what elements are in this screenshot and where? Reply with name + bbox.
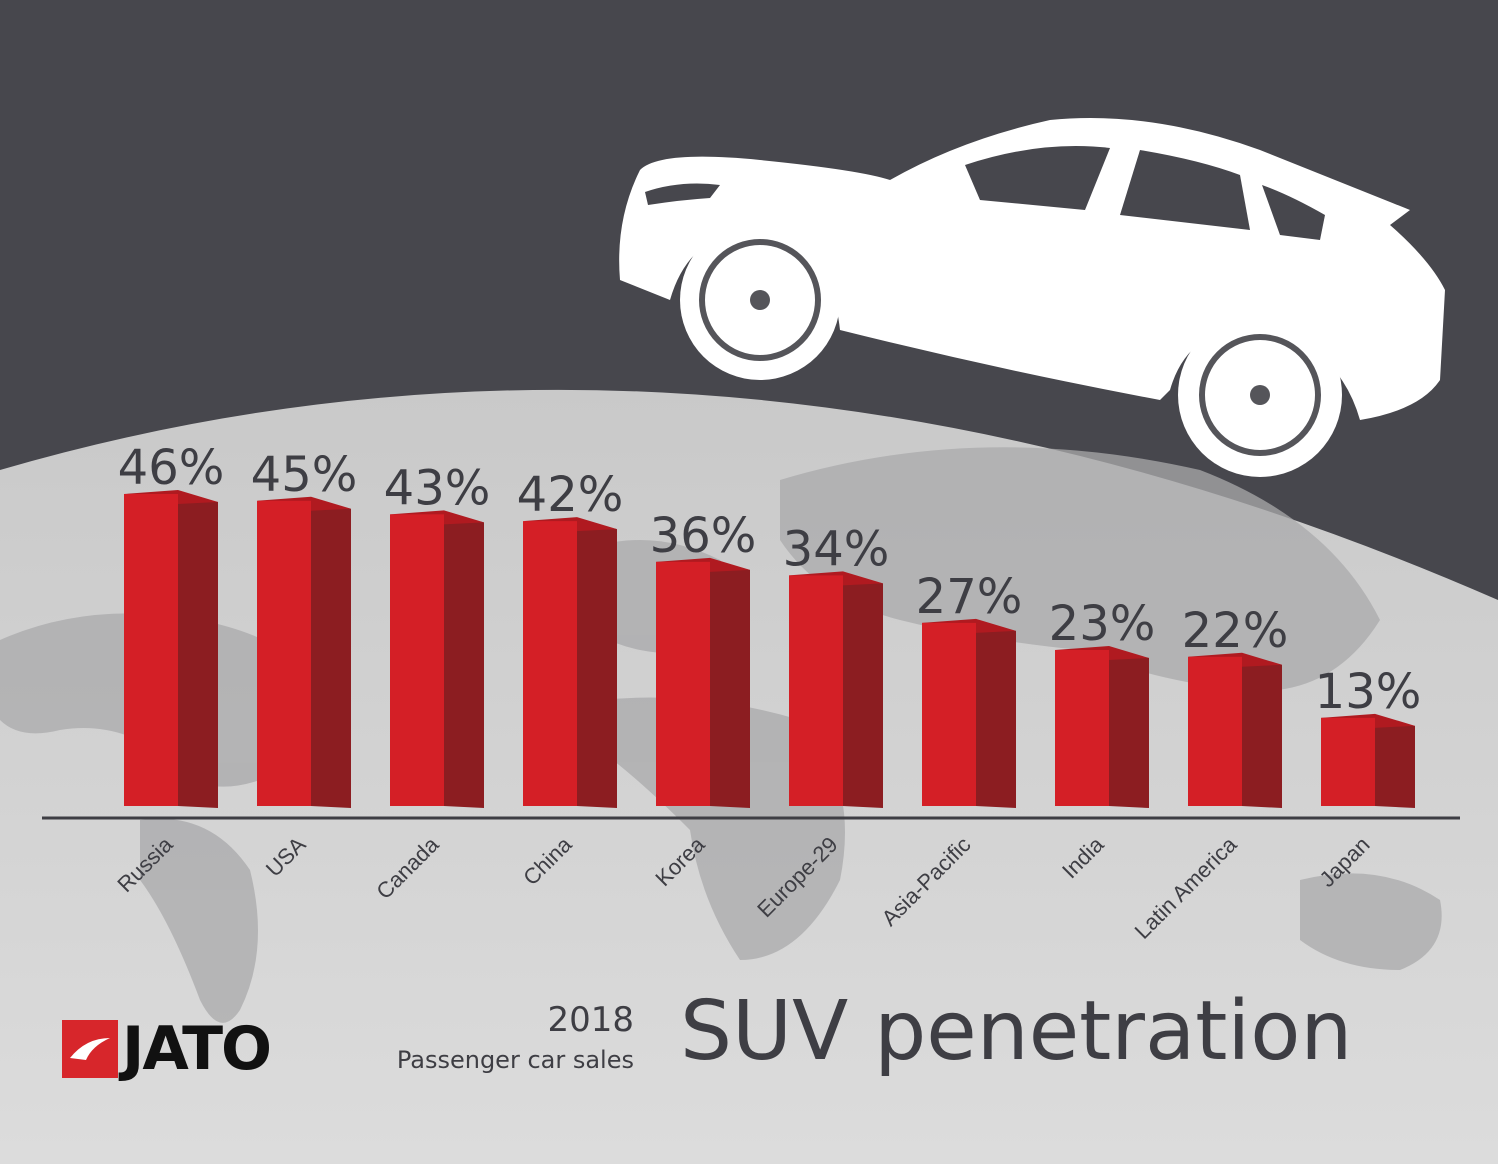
jato-logo-text: JATO bbox=[122, 1014, 272, 1084]
category-label: India bbox=[1057, 831, 1109, 883]
value-label: 36% bbox=[650, 508, 757, 564]
value-label: 13% bbox=[1315, 664, 1422, 720]
value-label: 27% bbox=[916, 569, 1023, 625]
subtitle-year: 2018 bbox=[547, 1000, 634, 1040]
bar-korea bbox=[656, 557, 750, 808]
bar-front bbox=[257, 500, 311, 806]
category-label: Canada bbox=[371, 831, 444, 904]
category-label: Japan bbox=[1314, 832, 1374, 892]
bar-front bbox=[1188, 656, 1242, 806]
category-label: Asia-Pacific bbox=[877, 832, 976, 931]
bar-side bbox=[178, 494, 218, 808]
bar-side bbox=[444, 514, 484, 808]
category-label: Europe-29 bbox=[752, 832, 842, 922]
bar-japan bbox=[1321, 713, 1415, 808]
jato-logo-mark-icon bbox=[62, 1020, 118, 1078]
value-label: 43% bbox=[384, 460, 491, 516]
jato-logo: JATO bbox=[62, 1014, 272, 1084]
bar-canada bbox=[390, 510, 484, 808]
bar-front bbox=[390, 514, 444, 806]
category-label: China bbox=[518, 831, 577, 890]
value-label: 22% bbox=[1182, 603, 1289, 659]
bars-group bbox=[124, 490, 1415, 808]
bar-side bbox=[577, 521, 617, 808]
bar-front bbox=[523, 521, 577, 806]
bar-side bbox=[1375, 717, 1415, 808]
bar-front bbox=[1321, 717, 1375, 806]
bar-latin-america bbox=[1188, 652, 1282, 808]
suv-car-icon bbox=[619, 118, 1445, 477]
bar-side bbox=[843, 575, 883, 808]
world-map-icon bbox=[0, 447, 1442, 1023]
subtitle: Passenger car sales bbox=[396, 1046, 634, 1074]
bar-front bbox=[656, 561, 710, 806]
bar-side bbox=[1242, 656, 1282, 808]
category-label: Russia bbox=[112, 831, 178, 897]
category-label: Latin America bbox=[1130, 831, 1242, 943]
bar-side bbox=[976, 622, 1016, 808]
value-label: 45% bbox=[251, 447, 358, 503]
category-label: Korea bbox=[650, 831, 710, 891]
bar-front bbox=[124, 494, 178, 806]
bar-usa bbox=[257, 496, 351, 808]
bar-asia-pacific bbox=[922, 618, 1016, 808]
bar-front bbox=[789, 575, 843, 806]
value-label: 46% bbox=[118, 440, 225, 496]
chart-title: SUV penetration bbox=[680, 984, 1353, 1079]
bar-russia bbox=[124, 490, 218, 808]
bar-front bbox=[922, 622, 976, 806]
bar-europe-29 bbox=[789, 571, 883, 808]
bar-side bbox=[710, 561, 750, 808]
category-label: USA bbox=[261, 832, 311, 882]
bar-china bbox=[523, 517, 617, 808]
value-label: 34% bbox=[783, 521, 890, 577]
bar-side bbox=[1109, 650, 1149, 808]
value-label: 23% bbox=[1049, 596, 1156, 652]
value-label: 42% bbox=[517, 467, 624, 523]
bar-india bbox=[1055, 646, 1149, 808]
bar-side bbox=[311, 500, 351, 808]
bar-front bbox=[1055, 650, 1109, 806]
